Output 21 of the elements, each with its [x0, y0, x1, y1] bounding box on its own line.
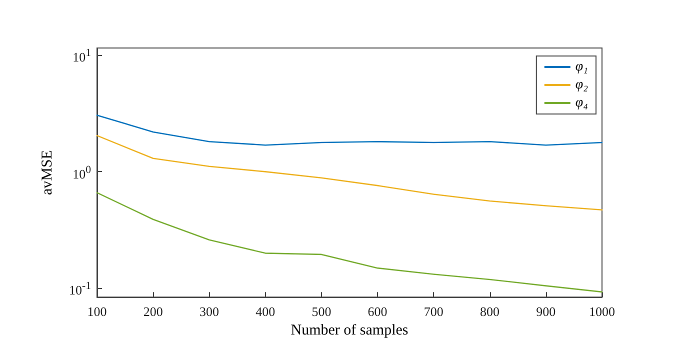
y-tick-label: 10$^{-1}$: [68, 280, 91, 298]
x-tick-label: 300: [199, 304, 219, 320]
x-tick-label: 900: [536, 304, 556, 320]
legend-label: φ₄: [575, 96, 588, 110]
legend-label: φ₂: [575, 78, 588, 92]
x-tick-label: 500: [312, 304, 332, 320]
x-axis-title: Number of samples: [290, 322, 408, 338]
x-tick-label: 200: [143, 304, 163, 320]
line-series: [96, 114, 603, 146]
x-tick-label: 1000: [589, 304, 615, 320]
y-axis-title: avMSE: [40, 150, 56, 196]
x-tick-label: 100: [87, 304, 107, 320]
y-tick-label: 10$^{1}$: [72, 47, 91, 64]
line-series: [96, 192, 603, 293]
x-tick-label: 700: [424, 304, 444, 320]
line-series: [96, 134, 603, 211]
legend-label: φ₁: [575, 60, 588, 74]
x-tick-label: 600: [368, 304, 388, 320]
x-tick-label: 400: [256, 304, 276, 320]
y-tick-label: 10$^{0}$: [72, 164, 91, 182]
x-tick-label: 800: [480, 304, 500, 320]
